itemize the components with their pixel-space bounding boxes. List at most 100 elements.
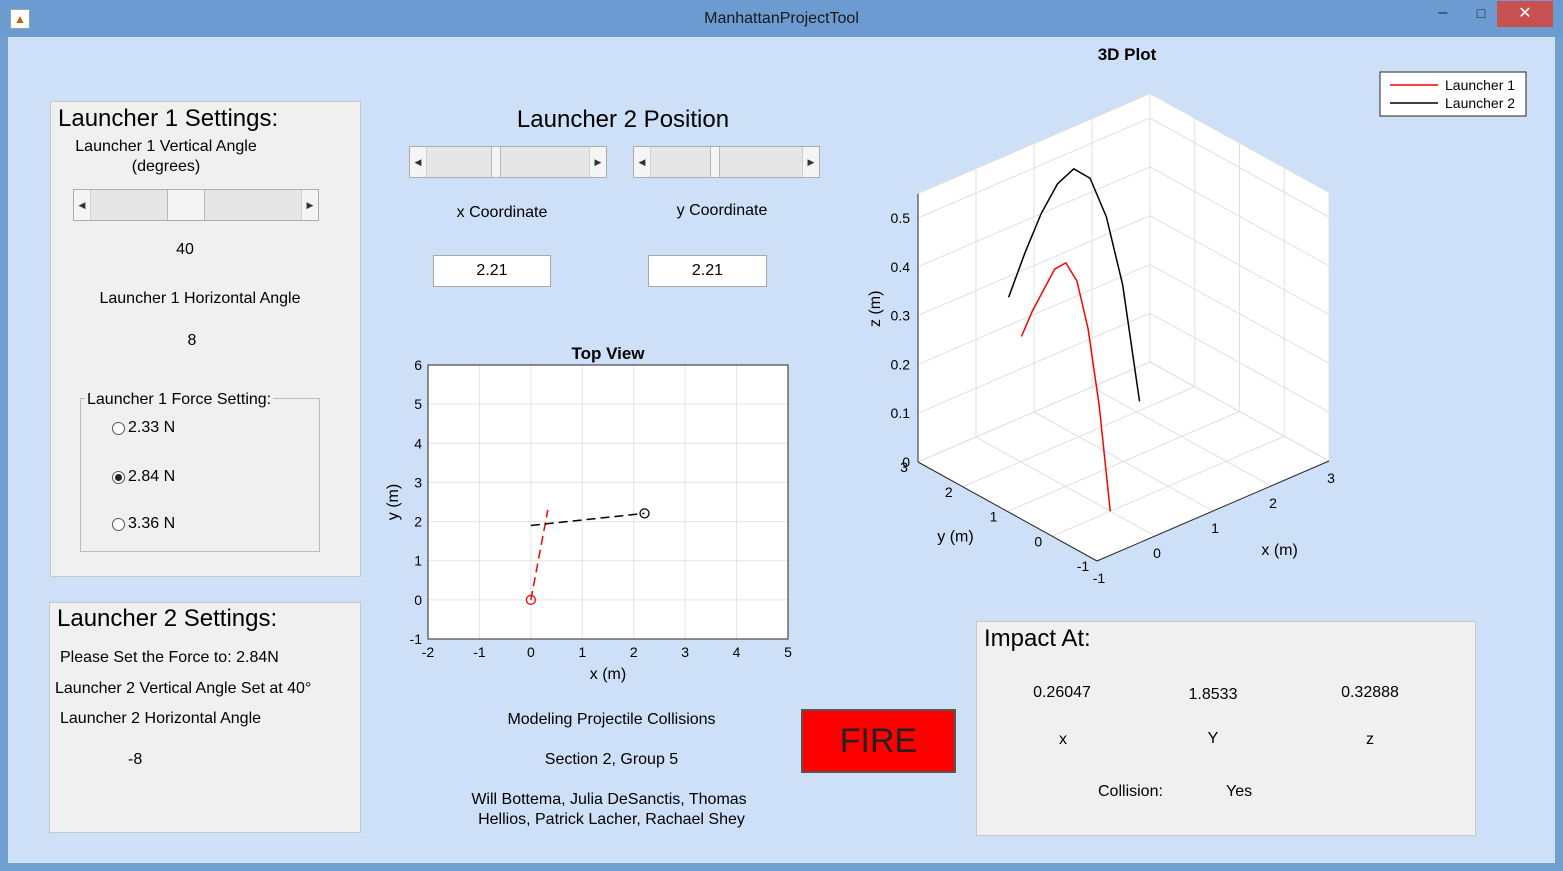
z-tick-label: 0.3 (891, 308, 911, 324)
y-coordinate-slider[interactable]: ◀ ▶ (633, 146, 820, 178)
impact-panel-title: Impact At: (982, 625, 1093, 653)
grid-line (1149, 166, 1330, 267)
y-tick-label: 2 (945, 484, 953, 500)
y-tick-label: 0 (414, 592, 422, 608)
radio-circle-icon[interactable] (112, 517, 125, 531)
collision-value: Yes (1226, 783, 1253, 800)
y-tick-label: 0 (1034, 533, 1042, 549)
credits-line2: Section 2, Group 5 (544, 751, 679, 768)
series-line-1 (530, 509, 549, 600)
slider-left-arrow-icon[interactable]: ◀ (634, 147, 651, 177)
force-option-1[interactable]: 2.33 N (112, 419, 175, 437)
y-tick-label: 3 (414, 474, 422, 490)
grid-line (1052, 435, 1285, 537)
x-axis-line (1096, 460, 1330, 562)
y-tick-label: -1 (1077, 558, 1090, 574)
z-tick-label: 0.2 (891, 356, 911, 372)
series-line-1 (1020, 261, 1111, 512)
fire-button[interactable]: FIRE (801, 709, 956, 773)
x-coordinate-slider[interactable]: ◀ ▶ (409, 146, 607, 178)
grid-line (917, 117, 1151, 219)
slider-right-arrow-icon[interactable]: ▶ (802, 147, 819, 177)
launcher2-force-text: Please Set the Force to: 2.84N (60, 649, 279, 666)
slider-thumb[interactable] (166, 190, 205, 220)
axes-box (427, 364, 789, 640)
x-coordinate-input[interactable]: 2.21 (433, 255, 551, 287)
launcher1-vertical-slider[interactable]: ◀ ▶ (73, 189, 319, 221)
x-tick-label: 1 (578, 644, 586, 660)
legend-entry-2: Launcher 2 (1445, 95, 1515, 111)
minimize-button[interactable]: – (1438, 4, 1448, 21)
launcher2-panel-title: Launcher 2 Settings: (55, 605, 280, 633)
y-tick-label: 5 (414, 396, 422, 412)
maximize-button[interactable]: □ (1476, 5, 1486, 21)
credits-line1: Modeling Projectile Collisions (507, 711, 716, 728)
slider-thumb[interactable] (490, 147, 501, 177)
impact-x-value: 0.26047 (1033, 684, 1091, 701)
x-axis-label: x (m) (590, 666, 626, 683)
grid-line (1149, 312, 1330, 413)
grid-line (917, 215, 1151, 317)
x-tick-label: -1 (473, 644, 486, 660)
launcher1-panel-title: Launcher 1 Settings: (56, 105, 281, 133)
y-tick-label: 6 (414, 357, 422, 373)
y-tick-label: 4 (414, 435, 422, 451)
z-tick-label: 0.1 (891, 405, 911, 421)
slider-right-arrow-icon[interactable]: ▶ (589, 147, 606, 177)
launcher1-vertical-label-line2: (degrees) (131, 158, 201, 175)
radio-circle-icon[interactable] (112, 421, 125, 435)
grid-line (917, 93, 1151, 195)
launcher1-panel (50, 101, 361, 577)
y-axis-label: y (m) (385, 484, 402, 520)
x-tick-label: 5 (784, 644, 792, 660)
launcher1-horizontal-label: Launcher 1 Horizontal Angle (99, 290, 301, 307)
legend-entry-1: Launcher 1 (1445, 77, 1515, 93)
x-tick-label: 2 (630, 644, 638, 660)
slider-left-arrow-icon[interactable]: ◀ (410, 147, 427, 177)
z-axis-label: z (m) (867, 291, 884, 327)
grid-line (1149, 361, 1330, 462)
impact-y-label: Y (1207, 730, 1219, 747)
x-axis-label: x (m) (1261, 542, 1297, 559)
impact-z-label: z (1366, 731, 1374, 748)
close-button[interactable]: ✕ (1497, 1, 1553, 27)
impact-x-label: x (1059, 731, 1067, 748)
slider-right-arrow-icon[interactable]: ▶ (301, 190, 318, 220)
z-tick-label: 0 (902, 454, 910, 470)
grid-line (917, 166, 1151, 268)
chart-title: Top View (571, 344, 645, 363)
grid-line (917, 361, 1151, 463)
grid-line (1007, 411, 1240, 512)
grid-line (1149, 215, 1330, 316)
radio-circle-selected-icon[interactable] (112, 470, 125, 484)
launcher2-horizontal-value: -8 (128, 751, 143, 768)
plot-area (428, 365, 788, 639)
launcher2-vertical-text: Launcher 2 Vertical Angle Set at 40° (55, 680, 312, 697)
z-tick-label: 0.4 (891, 259, 911, 275)
launcher2-horizontal-label: Launcher 2 Horizontal Angle (60, 710, 262, 727)
x-tick-label: 3 (1327, 470, 1335, 486)
force-option-label: 2.84 N (128, 468, 176, 485)
z-tick-label: 0.5 (891, 210, 911, 226)
credits-line4: Hellios, Patrick Lacher, Rachael Shey (478, 811, 745, 828)
credits-line3: Will Bottema, Julia DeSanctis, Thomas (471, 791, 747, 808)
grid-line (1149, 117, 1330, 218)
force-option-3[interactable]: 3.36 N (112, 515, 175, 533)
y-tick-label: 1 (414, 553, 422, 569)
launcher2-panel (49, 602, 361, 833)
x-tick-label: 0 (527, 644, 535, 660)
force-option-2[interactable]: 2.84 N (112, 468, 175, 486)
launcher1-horizontal-value: 8 (187, 332, 197, 349)
y-tick-label: 2 (414, 514, 422, 530)
position-title: Launcher 2 Position (516, 106, 730, 133)
slider-left-arrow-icon[interactable]: ◀ (74, 190, 91, 220)
y-tick-label: 1 (990, 509, 998, 525)
window-title: ManhattanProjectTool (704, 10, 859, 27)
grid-line (962, 386, 1195, 488)
series-marker-2 (639, 508, 650, 519)
slider-thumb[interactable] (710, 147, 721, 177)
y-coordinate-input[interactable]: 2.21 (648, 255, 767, 287)
x-tick-label: 4 (733, 644, 741, 660)
x-tick-label: 0 (1153, 545, 1161, 561)
